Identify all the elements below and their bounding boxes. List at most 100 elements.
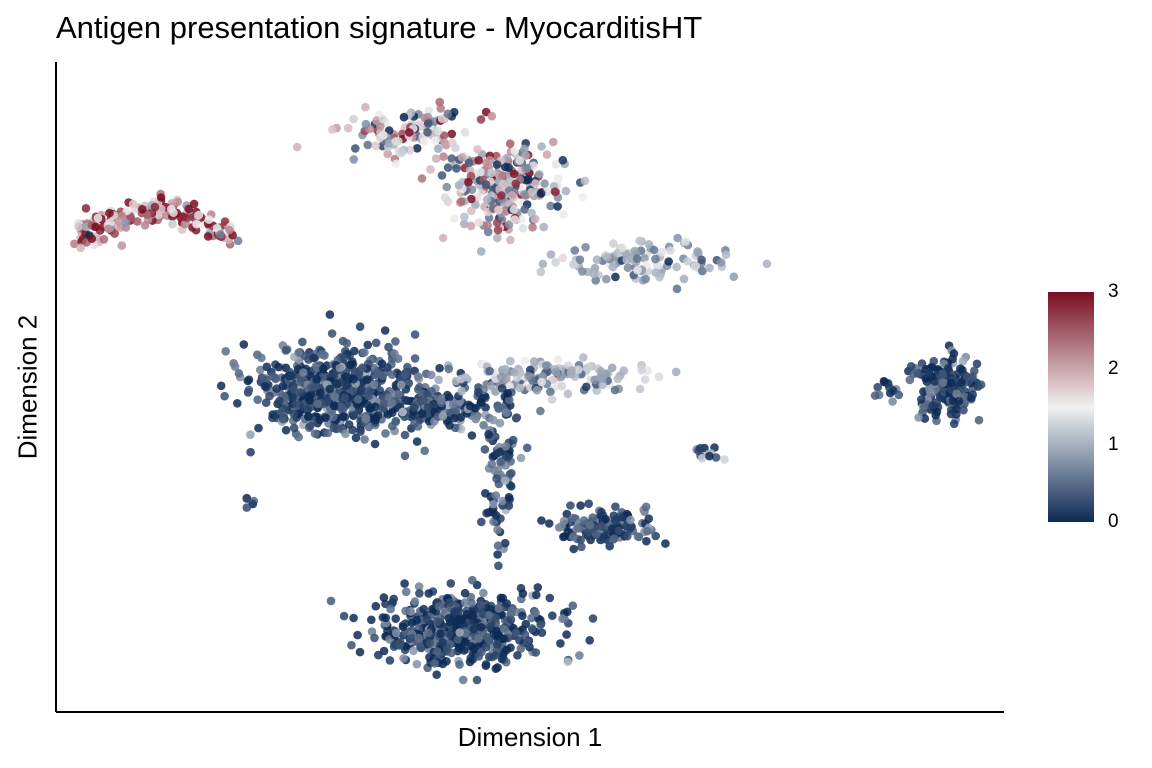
x-axis-label: Dimension 1 (457, 722, 603, 752)
data-point (635, 384, 645, 394)
data-point (592, 386, 601, 395)
data-point (294, 348, 304, 357)
data-point (474, 156, 484, 165)
data-point (440, 607, 449, 617)
data-point (561, 186, 571, 196)
data-point (515, 636, 524, 645)
data-point (500, 624, 509, 634)
data-point (310, 382, 319, 392)
data-point (468, 611, 478, 621)
data-point (469, 624, 479, 634)
data-point (574, 365, 583, 375)
data-point (957, 377, 966, 387)
data-point (426, 370, 436, 380)
data-point (225, 225, 234, 235)
data-point (140, 221, 150, 230)
data-point (679, 274, 689, 284)
data-point (498, 171, 507, 180)
data-point (491, 491, 501, 500)
data-point (501, 442, 511, 451)
data-point (641, 502, 651, 512)
data-point (946, 409, 956, 419)
data-point (570, 246, 580, 255)
data-point (321, 413, 330, 423)
data-point (105, 208, 114, 218)
data-point (204, 215, 214, 224)
data-point (568, 513, 578, 523)
data-point (167, 204, 176, 214)
data-point (257, 353, 266, 363)
data-point (527, 187, 536, 197)
data-point (443, 109, 453, 119)
data-point (385, 656, 395, 665)
data-point (313, 399, 323, 409)
data-point (288, 392, 298, 402)
data-point (261, 398, 271, 408)
data-point (410, 419, 419, 428)
data-point (424, 628, 433, 638)
data-point (651, 254, 660, 264)
data-point (353, 630, 362, 640)
data-point (70, 239, 79, 249)
data-point (448, 399, 458, 409)
data-point (544, 519, 554, 528)
data-point (370, 633, 379, 643)
data-point (454, 606, 464, 616)
data-point (494, 561, 503, 571)
data-point (654, 372, 664, 382)
data-point (400, 451, 410, 461)
data-point (563, 657, 572, 667)
data-point (538, 259, 548, 269)
data-point (401, 606, 410, 616)
data-point (511, 179, 521, 188)
data-point (483, 227, 493, 237)
data-point (522, 164, 532, 173)
data-point (433, 647, 442, 656)
data-point (438, 659, 448, 669)
data-point (409, 403, 419, 412)
data-point (464, 158, 474, 167)
data-point (542, 150, 552, 159)
data-point (117, 241, 127, 250)
data-point (762, 259, 772, 269)
data-point (413, 372, 423, 381)
data-point (520, 630, 530, 639)
data-point (460, 128, 470, 137)
data-point (483, 221, 492, 230)
data-point (598, 532, 608, 542)
data-point (360, 348, 369, 357)
data-point (193, 211, 203, 220)
data-point (374, 369, 383, 378)
data-point (693, 247, 702, 256)
data-point (444, 614, 454, 623)
data-point (457, 197, 466, 206)
data-point (233, 236, 243, 246)
data-point (405, 128, 414, 137)
data-point (442, 182, 452, 192)
data-point (439, 152, 448, 161)
data-point (379, 593, 389, 602)
data-point (386, 604, 395, 614)
data-point (272, 409, 281, 419)
data-point (671, 367, 681, 377)
data-point (520, 190, 529, 199)
data-point (476, 167, 485, 177)
data-point (949, 419, 959, 429)
data-point (484, 508, 493, 517)
data-point (104, 224, 113, 234)
data-point (970, 366, 979, 376)
data-point (535, 170, 544, 179)
data-point (705, 263, 714, 273)
data-point (548, 137, 558, 147)
data-point (493, 663, 502, 672)
data-point (340, 393, 350, 402)
data-point (487, 168, 496, 178)
data-point (243, 376, 253, 386)
data-point (452, 164, 461, 173)
data-point (363, 340, 373, 350)
data-point (522, 443, 532, 453)
data-point (481, 489, 490, 498)
data-point (156, 193, 166, 202)
data-point (585, 520, 595, 530)
data-point (437, 114, 447, 123)
